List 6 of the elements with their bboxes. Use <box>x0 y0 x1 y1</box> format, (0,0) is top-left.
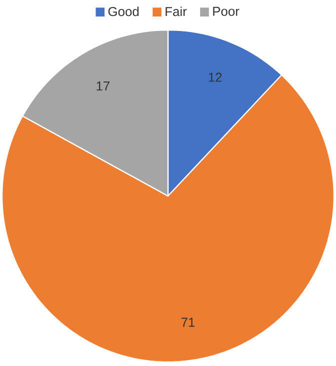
data-label: 17 <box>96 82 110 90</box>
data-label: 71 <box>181 318 195 327</box>
legend-label: Good <box>108 6 139 16</box>
legend-label: Fair <box>166 6 187 16</box>
data-label: 12 <box>208 72 222 82</box>
legend-label: Poor <box>213 6 240 16</box>
